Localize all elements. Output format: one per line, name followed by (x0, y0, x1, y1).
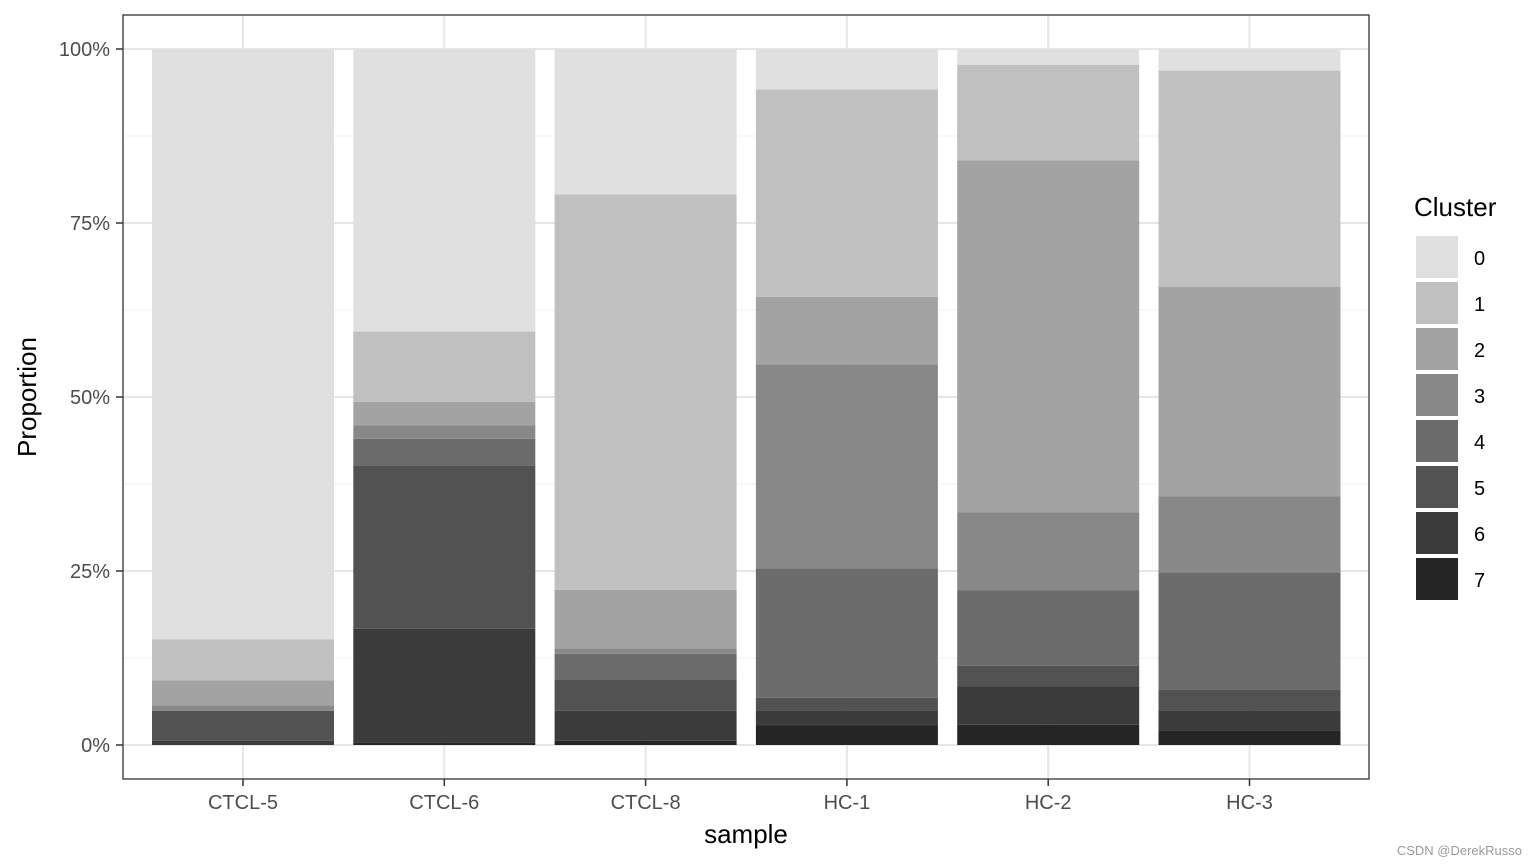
y-tick-label: 50% (70, 387, 110, 409)
bar-segment-ctcl-6-cluster-7 (353, 742, 536, 745)
legend-label-cluster-4: 4 (1474, 432, 1485, 454)
x-axis-title: sample (704, 819, 788, 849)
y-tick-label: 75% (70, 213, 110, 235)
bar-segment-ctcl-6-cluster-3 (353, 425, 536, 439)
x-tick-label: CTCL-5 (208, 792, 278, 814)
bar-segment-hc-3-cluster-3 (1158, 496, 1341, 573)
legend-label-cluster-7: 7 (1474, 570, 1485, 592)
bar-segment-ctcl-8-cluster-5 (554, 679, 737, 711)
bar-segment-ctcl-8-cluster-7 (554, 740, 737, 745)
bar-segment-ctcl-6-cluster-2 (353, 401, 536, 426)
bar-segment-hc-3-cluster-0 (1158, 49, 1341, 71)
bar-segment-hc-3-cluster-1 (1158, 70, 1341, 288)
bar-segment-hc-3-cluster-5 (1158, 690, 1341, 711)
x-tick-label: HC-3 (1226, 792, 1273, 814)
legend-key-cluster-1 (1416, 282, 1458, 324)
bar-segment-hc-1-cluster-1 (755, 89, 938, 297)
legend-key-cluster-7 (1416, 558, 1458, 600)
bar-segment-hc-3-cluster-6 (1158, 710, 1341, 731)
legend: Cluster 0 1 2 3 4 5 6 7 (1414, 192, 1497, 600)
bar-segment-ctcl-8-cluster-3 (554, 648, 737, 654)
bar-segment-hc-2-cluster-3 (957, 512, 1140, 591)
legend-label-cluster-0: 0 (1474, 248, 1485, 270)
bar-segment-hc-1-cluster-4 (755, 568, 938, 698)
bar-segment-ctcl-8-cluster-6 (554, 710, 737, 741)
panel-border (122, 14, 1370, 780)
bar-segment-ctcl-5-cluster-1 (152, 639, 334, 681)
bar-segment-hc-1-cluster-6 (755, 710, 938, 726)
bar-segment-ctcl-8-cluster-1 (554, 194, 737, 590)
bar-segment-hc-2-cluster-0 (957, 49, 1140, 66)
y-tick-label: 100% (59, 39, 110, 61)
legend-key-cluster-5 (1416, 466, 1458, 508)
bar-segment-ctcl-5-cluster-3 (152, 705, 334, 711)
x-tick-label: HC-1 (824, 792, 871, 814)
bar-segment-hc-2-cluster-4 (957, 590, 1140, 666)
bar-segment-ctcl-5-cluster-2 (152, 680, 334, 706)
y-axis-title: Proportion (12, 337, 42, 457)
bar-segment-ctcl-6-cluster-6 (353, 628, 536, 743)
bar-segment-ctcl-6-cluster-0 (353, 49, 536, 332)
legend-title: Cluster (1414, 192, 1497, 222)
legend-label-cluster-3: 3 (1474, 386, 1485, 408)
bar-segment-hc-2-cluster-7 (957, 724, 1140, 745)
bar-segment-ctcl-5-cluster-0 (152, 49, 334, 640)
bar-segment-hc-2-cluster-2 (957, 160, 1140, 513)
bar-segment-ctcl-6-cluster-5 (353, 465, 536, 629)
legend-key-cluster-6 (1416, 512, 1458, 554)
bar-segment-hc-3-cluster-7 (1158, 730, 1341, 745)
bar-segment-hc-3-cluster-4 (1158, 572, 1341, 691)
bar-segment-ctcl-5-cluster-6 (152, 740, 334, 745)
x-tick-label: CTCL-8 (611, 792, 681, 814)
legend-label-cluster-6: 6 (1474, 524, 1485, 546)
y-tick-label: 25% (70, 561, 110, 583)
legend-label-cluster-5: 5 (1474, 478, 1485, 500)
legend-key-cluster-2 (1416, 328, 1458, 370)
bars-layer (152, 49, 1341, 745)
bar-segment-hc-2-cluster-1 (957, 65, 1140, 161)
bar-segment-hc-1-cluster-3 (755, 364, 938, 569)
bar-segment-ctcl-8-cluster-4 (554, 653, 737, 680)
x-tick-label: HC-2 (1025, 792, 1072, 814)
legend-key-cluster-0 (1416, 236, 1458, 278)
y-tick-label: 0% (81, 735, 110, 757)
bar-segment-hc-1-cluster-5 (755, 697, 938, 711)
x-axis: CTCL-5 CTCL-6 CTCL-8 HC-1 HC-2 HC-3 (208, 779, 1273, 814)
legend-key-cluster-3 (1416, 374, 1458, 416)
legend-key-cluster-4 (1416, 420, 1458, 462)
bar-segment-hc-1-cluster-2 (755, 296, 938, 365)
y-axis: 0% 25% 50% 75% 100% (59, 39, 123, 757)
bar-segment-hc-3-cluster-2 (1158, 287, 1341, 497)
bar-segment-ctcl-8-cluster-2 (554, 589, 737, 649)
bar-segment-ctcl-5-cluster-5 (152, 710, 334, 741)
legend-label-cluster-1: 1 (1474, 294, 1485, 316)
legend-label-cluster-2: 2 (1474, 340, 1485, 362)
bar-segment-hc-1-cluster-0 (755, 49, 938, 90)
bar-segment-hc-2-cluster-5 (957, 665, 1140, 687)
x-tick-label: CTCL-6 (409, 792, 479, 814)
bar-segment-hc-2-cluster-6 (957, 686, 1140, 725)
bar-segment-ctcl-6-cluster-1 (353, 331, 536, 402)
bar-segment-ctcl-8-cluster-0 (554, 49, 737, 195)
bar-segment-ctcl-6-cluster-4 (353, 438, 536, 466)
watermark: CSDN @DerekRusso (1396, 843, 1522, 858)
bar-segment-hc-1-cluster-7 (755, 725, 938, 745)
